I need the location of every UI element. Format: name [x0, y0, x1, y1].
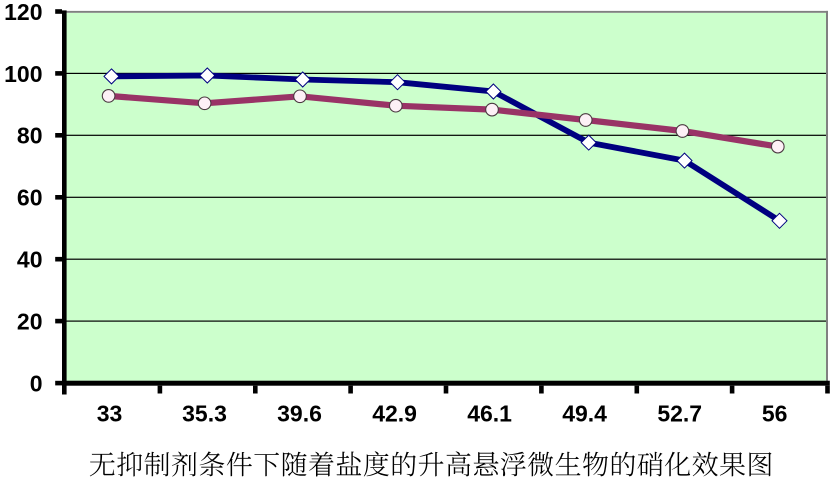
svg-text:52.7: 52.7: [657, 401, 702, 427]
svg-text:56: 56: [762, 401, 788, 427]
svg-text:46.1: 46.1: [467, 401, 512, 427]
svg-text:33: 33: [97, 401, 123, 427]
svg-text:0: 0: [30, 371, 43, 397]
svg-text:40: 40: [17, 247, 43, 273]
svg-text:42.9: 42.9: [372, 401, 417, 427]
svg-text:49.4: 49.4: [562, 401, 607, 427]
svg-text:35.3: 35.3: [182, 401, 227, 427]
svg-text:20: 20: [17, 309, 43, 335]
svg-text:120: 120: [4, 0, 42, 25]
svg-text:80: 80: [17, 123, 43, 149]
svg-text:100: 100: [4, 61, 42, 87]
svg-text:39.6: 39.6: [277, 401, 322, 427]
svg-text:60: 60: [17, 185, 43, 211]
